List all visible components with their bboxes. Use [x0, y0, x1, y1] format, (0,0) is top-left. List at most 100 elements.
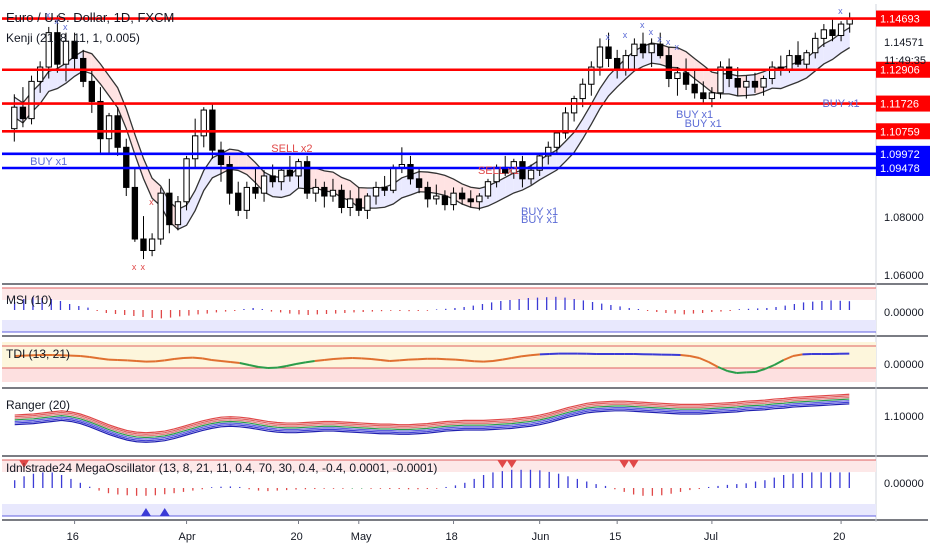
sell-arrow-icon	[619, 460, 630, 468]
candle	[769, 61, 776, 85]
kenji-band-segment	[324, 170, 333, 193]
signal-label: SELL x1	[478, 165, 519, 177]
tdi-line-segment	[314, 359, 325, 362]
tdi-line-segment	[773, 359, 785, 366]
signal-marker: x	[649, 27, 654, 37]
tdi-line-segment	[239, 362, 250, 366]
kenji-band-segment	[48, 68, 58, 92]
signal-label: BUY x1	[822, 98, 859, 110]
tdi-line-segment	[98, 357, 109, 361]
candle	[260, 170, 268, 202]
candle-body	[829, 29, 836, 37]
signal-marker: x	[674, 42, 679, 52]
kenji-band-segment	[203, 157, 213, 191]
candle-body	[837, 23, 845, 37]
candle-body	[321, 186, 328, 197]
candle-body	[407, 163, 414, 180]
tdi-line-segment	[136, 360, 147, 363]
candle	[820, 24, 828, 47]
tdi-line-segment	[492, 358, 503, 362]
candle	[450, 187, 457, 211]
candle-body	[458, 192, 466, 200]
candle	[200, 107, 207, 148]
candle-body	[71, 40, 78, 59]
tdi-line-segment	[680, 354, 690, 357]
sell-arrow-icon	[497, 460, 508, 468]
kenji-band-segment	[703, 65, 712, 93]
kenji-band-segment	[591, 88, 600, 125]
tdi-line-segment	[530, 353, 540, 357]
candle-body	[605, 46, 612, 59]
candle	[347, 190, 354, 217]
candle-body	[476, 195, 483, 203]
candle-body	[674, 72, 681, 80]
kenji-band-segment	[117, 87, 127, 129]
candle-body	[11, 106, 18, 130]
overlay-label: Kenji (21, 8, 11, 1, 0.005)	[6, 31, 140, 45]
tdi-line-segment	[764, 364, 775, 370]
lower-zone	[2, 504, 876, 516]
candle	[415, 167, 423, 194]
tdi-line-segment	[389, 359, 400, 362]
candle	[278, 167, 285, 191]
candle-body	[36, 66, 44, 82]
candle	[691, 69, 698, 99]
candle-body	[226, 163, 233, 194]
tdi-title: TDI (13, 21)	[6, 347, 70, 361]
candle	[458, 187, 466, 205]
candle-body	[372, 186, 380, 197]
signal-marker: x	[140, 262, 145, 272]
mega-title: Idnistrade24 MegaOscillator (13, 8, 21, …	[6, 461, 437, 475]
candle-body	[682, 72, 690, 85]
tdi-line-segment	[370, 358, 381, 361]
x-axis-label: May	[351, 531, 372, 543]
candle-body	[148, 238, 156, 251]
ranger-axis-tick: 1.10000	[884, 411, 924, 423]
tdi-line-segment	[202, 357, 212, 361]
tdi-line-segment	[89, 356, 100, 360]
candle-body	[441, 195, 449, 206]
candle	[183, 155, 190, 211]
last-price-label: 1.14571	[884, 37, 924, 49]
tdi-line-segment	[483, 360, 494, 363]
candle	[605, 32, 612, 68]
candle	[235, 181, 242, 217]
candle	[734, 67, 741, 96]
kenji-band-segment	[195, 170, 204, 211]
candle-body	[536, 155, 543, 171]
candle-body	[54, 32, 61, 65]
price-tag-label: 1.09478	[880, 163, 920, 175]
candle-body	[62, 40, 70, 65]
candle	[665, 46, 673, 88]
candle-body	[725, 66, 733, 80]
signal-marker: x	[606, 32, 611, 42]
candle	[803, 49, 810, 70]
candle-body	[734, 78, 741, 88]
ranger-line	[14, 393, 850, 434]
candle	[484, 178, 492, 199]
candle	[243, 181, 251, 219]
candle	[562, 107, 569, 139]
signal-marker: x	[666, 37, 671, 47]
candle	[829, 18, 836, 42]
candle-body	[803, 52, 810, 65]
signal-marker: x	[838, 6, 843, 16]
candle	[11, 94, 18, 142]
candle	[54, 15, 61, 73]
tdi-line-segment	[324, 358, 334, 361]
candle-body	[700, 92, 707, 100]
msi-title: MSI (10)	[6, 293, 52, 307]
signal-label: BUY x1	[30, 156, 67, 168]
candle-body	[820, 29, 828, 39]
mega-axis-tick: 0.00000	[884, 478, 924, 490]
sell-arrow-icon	[506, 460, 517, 468]
kenji-band-segment	[109, 75, 118, 108]
tdi-line-segment	[127, 359, 137, 362]
tdi-line-segment	[80, 355, 90, 358]
price-tag-label: 1.12906	[880, 65, 920, 77]
kenji-band-segment	[694, 58, 704, 86]
candle	[329, 178, 337, 202]
tdi-line-segment	[230, 361, 240, 364]
candle	[71, 32, 78, 70]
